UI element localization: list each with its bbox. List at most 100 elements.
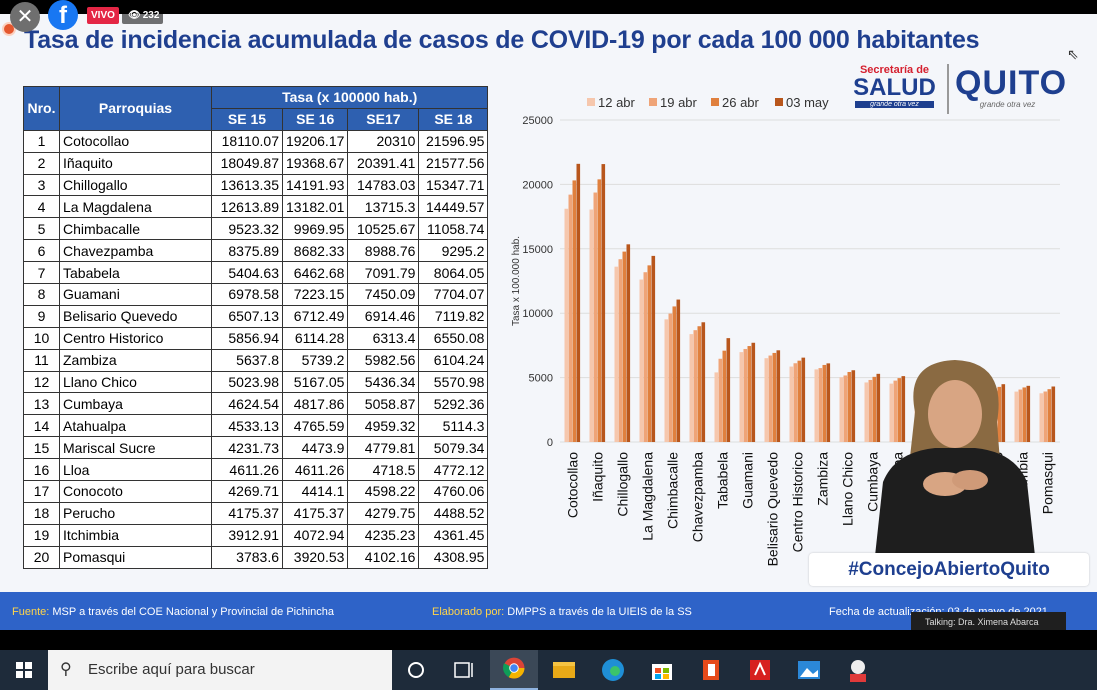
chrome-icon[interactable] [490, 650, 538, 690]
row-number: 11 [23, 348, 60, 372]
footer-source-text: MSP a través del COE Nacional y Provinci… [52, 606, 335, 618]
rate-value: 8064.05 [418, 261, 489, 285]
cortana-icon[interactable] [392, 650, 440, 690]
rate-value: 7223.15 [281, 283, 349, 306]
x-tick-label: Cotocollao [565, 452, 581, 518]
x-tick-label: Zambiza [815, 452, 831, 506]
bar [589, 209, 594, 442]
x-tick-label: Llano Chico [840, 452, 856, 526]
rate-value: 4611.26 [281, 458, 349, 482]
bar [639, 279, 644, 442]
rate-value: 7704.07 [418, 283, 489, 306]
table-row: 9 Belisario Quevedo 6507.13 6712.49 6914.46 7… [23, 304, 489, 328]
bar [864, 382, 869, 442]
row-number: 2 [23, 151, 60, 175]
rate-value: 9969.95 [281, 217, 349, 241]
rate-value: 7091.79 [347, 261, 420, 285]
bar [826, 363, 831, 442]
bar [747, 346, 752, 442]
legend-label: 26 abr [722, 95, 760, 110]
bar [676, 299, 681, 442]
rate-value: 6313.4 [347, 326, 420, 350]
task-view-icon[interactable] [440, 650, 488, 690]
rate-value: 21577.56 [418, 151, 489, 175]
footer-source: Fuente: MSP a través del COE Nacional y … [12, 606, 334, 618]
table-row: 14 Atahualpa 4533.13 4765.59 4959.32 5114.3 [23, 414, 489, 438]
rate-value: 6462.68 [281, 261, 349, 285]
bar [597, 179, 602, 442]
table-row: 2 Iñaquito 18049.87 19368.67 20391.41 21577.5… [23, 151, 489, 175]
acrobat-icon[interactable] [736, 650, 784, 690]
bar [1001, 384, 1006, 442]
rate-value: 4175.37 [211, 501, 283, 525]
windows-start-icon[interactable] [0, 650, 48, 690]
legend-label: 19 abr [660, 95, 698, 110]
x-tick-label: Iñaquito [590, 452, 606, 502]
table-row: 17 Conocoto 4269.71 4414.1 4598.22 4760.06 [23, 480, 489, 503]
photos-icon[interactable] [785, 650, 833, 690]
legend-swatch [775, 98, 783, 106]
x-tick-label: Cumbaya [865, 452, 881, 512]
rate-value: 4779.81 [347, 436, 420, 460]
x-tick-label: Pomasqui [1040, 452, 1056, 514]
rate-value: 15347.71 [418, 173, 489, 197]
taskbar-search-input[interactable]: ⚲ Escribe aquí para buscar [48, 650, 392, 690]
table-row: 12 Llano Chico 5023.98 5167.05 5436.34 5570.9… [23, 370, 489, 394]
logo-salud-text: SALUD [853, 74, 936, 101]
mouse-cursor-icon: ⇖ [1067, 46, 1079, 62]
bar [701, 322, 706, 442]
rate-value: 13182.01 [281, 195, 349, 219]
bar [651, 255, 656, 442]
rate-value: 5079.34 [418, 436, 489, 460]
bar [839, 377, 844, 442]
close-stream-button[interactable]: ✕ [10, 2, 40, 32]
rate-value: 4760.06 [418, 480, 489, 503]
parroquia-name: Llano Chico [59, 370, 212, 394]
table-row: 7 Tababela 5404.63 6462.68 7091.79 8064.05 [23, 261, 489, 285]
rate-value: 12613.89 [211, 195, 283, 219]
app-icon[interactable] [834, 650, 882, 690]
parroquia-name: Zambiza [59, 348, 212, 372]
row-number: 7 [23, 261, 60, 285]
row-number: 3 [23, 173, 60, 197]
slide-title: Tasa de incidencia acumulada de casos de… [24, 26, 980, 54]
eye-icon: 👁 [128, 10, 141, 21]
sign-language-interpreter [875, 360, 1035, 556]
y-axis-label: Tasa x 100.000 hab. [511, 236, 522, 326]
col-nro-header: Nro. [23, 86, 60, 131]
rate-value: 19206.17 [281, 129, 349, 153]
bar [568, 194, 573, 442]
rate-value: 4598.22 [347, 480, 420, 503]
x-tick-label: Chimbacalle [665, 452, 681, 529]
secretaria-salud-logo: Secretaría de SALUD grande otra vez [847, 64, 942, 108]
bar [693, 330, 698, 442]
bar [564, 208, 569, 442]
talking-indicator: Talking: Dra. Ximena Abarca [911, 612, 1066, 632]
week-header: SE 15 [211, 107, 283, 131]
col-tasa-header: Tasa (x 100000 hab.) [210, 86, 489, 109]
rate-value: 20310 [347, 129, 420, 153]
row-number: 13 [23, 392, 60, 416]
facebook-icon[interactable]: f [48, 0, 78, 30]
parroquia-name: Chavezpamba [59, 239, 212, 263]
bar [739, 352, 744, 442]
office-icon[interactable] [687, 650, 735, 690]
x-tick-label: Chillogallo [615, 452, 631, 517]
rate-value: 4102.16 [347, 545, 420, 569]
x-tick-label: Chavezpamba [690, 452, 706, 542]
edge-icon[interactable] [589, 650, 637, 690]
quito-logo: QUITO grande otra vez [955, 66, 1066, 109]
rate-value: 6712.49 [281, 304, 349, 328]
bar [818, 368, 823, 442]
rate-value: 6550.08 [418, 326, 489, 350]
logo-divider [947, 64, 949, 114]
bar [593, 192, 598, 442]
rate-value: 6507.13 [211, 304, 283, 328]
search-placeholder: Escribe aquí para buscar [88, 661, 255, 678]
rate-value: 6914.46 [347, 304, 420, 328]
rate-value: 20391.41 [347, 151, 420, 175]
store-icon[interactable] [638, 650, 686, 690]
bar [772, 352, 777, 442]
bar [847, 371, 852, 442]
file-explorer-icon[interactable] [540, 650, 588, 690]
